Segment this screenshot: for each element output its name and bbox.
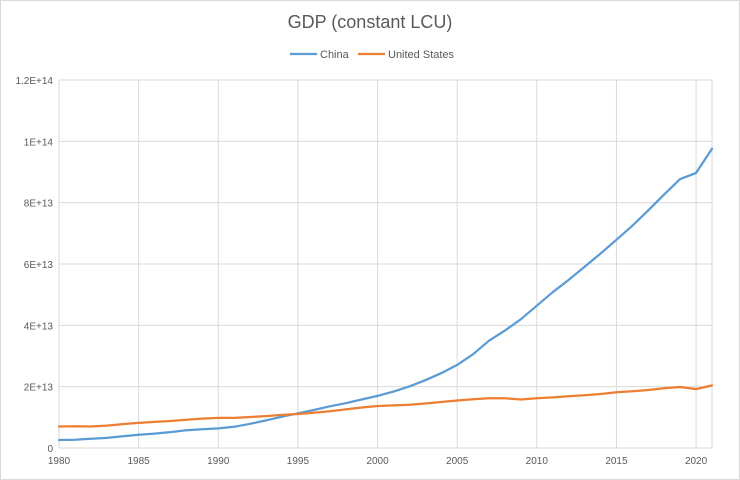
x-tick-label: 1995 xyxy=(287,456,310,467)
x-tick-label: 1985 xyxy=(128,456,151,467)
legend-label: China xyxy=(320,49,350,61)
y-tick-label: 8E+13 xyxy=(24,199,54,210)
chart-title: GDP (constant LCU) xyxy=(288,12,453,32)
x-tick-label: 1990 xyxy=(207,456,230,467)
x-tick-label: 2020 xyxy=(685,456,708,467)
y-tick-label: 1E+14 xyxy=(24,137,54,148)
x-axis-ticks: 1980 1985 1990 1995 2000 2005 2010 2015 2020 xyxy=(48,456,708,467)
series-line-united-states xyxy=(57,384,714,428)
grid xyxy=(58,79,713,449)
y-tick-label: 0 xyxy=(47,444,53,455)
y-axis-ticks: 0 2E+13 4E+13 6E+13 8E+13 1E+14 1.2E+14 xyxy=(15,76,53,455)
x-tick-label: 1980 xyxy=(48,456,71,467)
series-line-china xyxy=(57,147,714,442)
x-tick-label: 2000 xyxy=(366,456,389,467)
legend: China United States xyxy=(290,49,455,61)
y-tick-label: 6E+13 xyxy=(24,260,54,271)
x-tick-label: 2005 xyxy=(446,456,469,467)
x-tick-label: 2015 xyxy=(605,456,628,467)
x-tick-label: 2010 xyxy=(526,456,549,467)
y-tick-label: 2E+13 xyxy=(24,383,54,394)
series-layer xyxy=(57,147,714,442)
y-tick-label: 4E+13 xyxy=(24,321,54,332)
y-tick-label: 1.2E+14 xyxy=(15,76,53,87)
legend-label: United States xyxy=(388,49,455,61)
